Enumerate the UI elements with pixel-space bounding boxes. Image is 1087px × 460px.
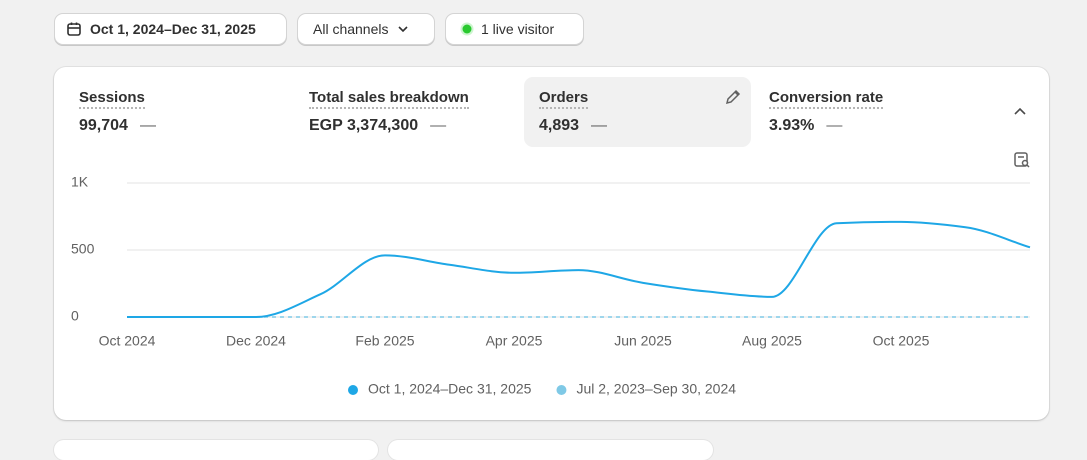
date-range-button[interactable]: Oct 1, 2024–Dec 31, 2025 bbox=[54, 13, 287, 45]
legend-label: Oct 1, 2024–Dec 31, 2025 bbox=[368, 381, 532, 397]
chart: 0 500 1K Oct 2024 Dec 2024 Feb 2025 Apr 2025 Ju… bbox=[71, 174, 1031, 397]
metric-value: 99,704 bbox=[79, 117, 128, 134]
chart-options-icon[interactable] bbox=[1013, 151, 1031, 169]
next-card bbox=[54, 440, 378, 460]
metric-label: Orders bbox=[539, 89, 589, 109]
series-line bbox=[127, 220, 1031, 318]
metric-row: 4,893 — bbox=[539, 117, 736, 135]
legend-marker bbox=[556, 385, 567, 395]
page: Oct 1, 2024–Dec 31, 2025 All channels 1 … bbox=[54, 13, 1049, 460]
metric-row: EGP 3,374,300 — bbox=[309, 117, 506, 135]
x-tick-label: Apr 2025 bbox=[486, 333, 543, 349]
metric-value: 3.93% bbox=[769, 117, 815, 134]
metric-label: Sessions bbox=[79, 89, 145, 109]
live-visitors: 1 live visitor bbox=[481, 21, 555, 37]
y-tick-label: 0 bbox=[71, 308, 79, 324]
metric-tab[interactable]: Total sales breakdown EGP 3,374,300 — bbox=[294, 77, 521, 147]
date-range: Oct 1, 2024–Dec 31, 2025 bbox=[90, 21, 256, 37]
x-tick-label: Aug 2025 bbox=[742, 333, 802, 349]
metric-change: — bbox=[430, 117, 447, 134]
analytics-card: Sessions 99,704 — Total sales breakdown EGP … bbox=[54, 67, 1049, 420]
chevron-down bbox=[397, 26, 408, 33]
metric-value: EGP 3,374,300 bbox=[309, 117, 419, 134]
channel: All channels bbox=[313, 21, 389, 37]
legend-label: Jul 2, 2023–Sep 30, 2024 bbox=[576, 381, 736, 397]
x-tick-label: Oct 2025 bbox=[873, 333, 930, 349]
x-tick-label: Dec 2024 bbox=[226, 333, 286, 349]
metric-tab[interactable]: Orders 4,893 — bbox=[524, 77, 751, 147]
metric-row: 3.93% — bbox=[769, 117, 966, 135]
metric-change: — bbox=[826, 117, 843, 134]
y-tick-label: 1K bbox=[71, 174, 89, 190]
live-visitors-button[interactable]: 1 live visitor bbox=[445, 13, 584, 45]
x-tick-label: Jun 2025 bbox=[614, 333, 672, 349]
metric-tab[interactable]: Sessions 99,704 — bbox=[64, 77, 291, 147]
legend-marker bbox=[348, 385, 358, 395]
metric-row: 99,704 — bbox=[79, 117, 276, 135]
x-tick-label: Feb 2025 bbox=[355, 333, 414, 349]
metric-label: Total sales breakdown bbox=[309, 89, 469, 109]
next-card bbox=[388, 440, 713, 460]
live-dot bbox=[460, 22, 474, 36]
metric-change: — bbox=[591, 117, 608, 134]
y-tick-label: 500 bbox=[71, 241, 95, 257]
x-tick-label: Oct 2024 bbox=[99, 333, 156, 349]
edit-icon[interactable] bbox=[723, 87, 743, 107]
metric-label: Conversion rate bbox=[769, 89, 884, 109]
metric-value: 4,893 bbox=[539, 117, 580, 134]
metric-change: — bbox=[139, 117, 156, 134]
channel-button[interactable]: All channels bbox=[297, 13, 435, 45]
metric-tab[interactable]: Conversion rate 3.93% — bbox=[754, 77, 981, 147]
calendar-icon bbox=[67, 22, 81, 36]
collapse-icon[interactable] bbox=[1012, 104, 1028, 120]
